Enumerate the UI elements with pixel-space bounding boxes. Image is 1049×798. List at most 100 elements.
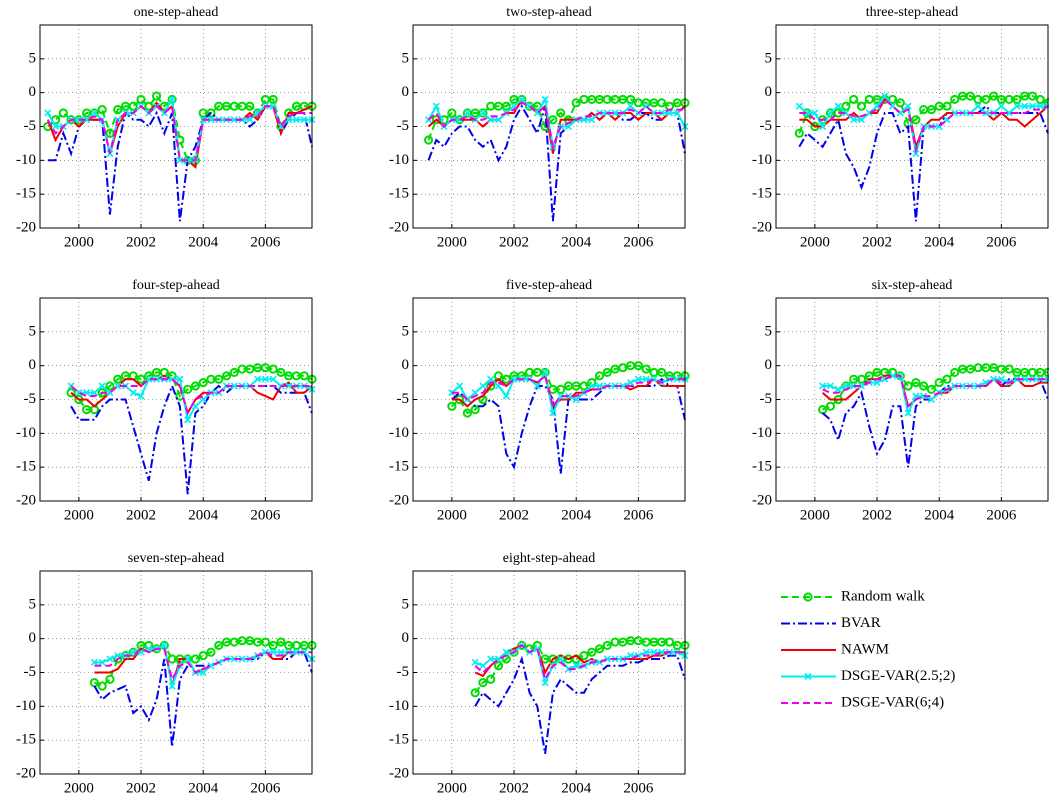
panel: -20 -15 -10 -5 0 5 2000 2002 2004 2006 three-step-… [752,5,1049,250]
y-tick-label: -15 [389,732,409,748]
marker [479,662,487,670]
x-tick-label: 2006 [986,234,1017,250]
marker [981,94,991,105]
series-line [427,104,686,222]
marker [579,650,589,661]
y-tick-label: 0 [402,357,410,373]
marker [641,364,651,374]
marker [541,679,549,687]
marker [594,644,605,654]
marker [1028,102,1037,110]
x-tick-label: 2002 [499,507,529,523]
y-tick-label: 0 [765,84,773,100]
marker [557,655,565,663]
series-line [474,644,686,686]
x-tick-label: 2002 [862,234,892,250]
y-tick-label: 5 [765,323,773,339]
series-line [451,364,685,415]
y-tick-label: -10 [16,152,36,168]
marker [487,655,495,663]
panel: -20 -15 -10 -5 0 5 2000 2002 2004 2006 two-step-ah… [389,5,690,250]
marker [423,135,434,145]
marker [989,91,999,101]
marker [285,116,293,124]
series-line [822,374,1048,409]
marker [904,409,912,417]
marker [269,375,277,383]
y-tick-label: 0 [765,357,773,373]
marker [795,102,803,110]
marker [627,102,635,110]
y-tick-label: -15 [16,732,36,748]
marker [261,375,269,383]
marker [207,662,215,670]
marker [268,94,278,105]
x-tick-label: 2004 [924,234,955,250]
y-tick-label: -15 [752,186,772,202]
y-tick-label: 5 [29,596,37,612]
marker [881,92,889,100]
marker [90,658,98,666]
marker [198,377,208,388]
series-line [451,373,685,409]
x-tick-label: 2000 [800,507,830,523]
y-tick-label: -15 [752,459,772,475]
marker [541,95,549,103]
marker [926,384,937,394]
marker [58,108,68,118]
y-tick-label: 0 [402,84,410,100]
y-tick-label: -5 [760,118,773,134]
series-line [474,654,686,754]
series-line [94,647,312,682]
marker [541,368,549,376]
marker [664,637,675,647]
marker [579,381,589,391]
marker [285,382,293,390]
legend-marker [804,672,812,681]
marker [865,109,873,117]
marker [300,116,308,124]
marker [650,375,658,383]
axes-frame [412,297,686,502]
panel: -20 -15 -10 -5 0 5 2000 2002 2004 2006 five-step-a… [389,278,690,523]
series-line [70,366,313,411]
marker [462,408,472,418]
marker [834,102,842,110]
marker [106,655,114,663]
marker [268,364,278,374]
series-line [94,643,313,687]
panel-title: four-step-ahead [132,278,220,293]
marker [912,150,920,158]
x-tick-label: 2006 [250,234,281,250]
marker [556,108,566,118]
marker [642,648,650,656]
x-tick-label: 2002 [126,234,156,250]
y-tick-label: -10 [752,425,772,441]
x-tick-label: 2004 [188,780,219,796]
y-tick-label: 5 [402,596,410,612]
legend-label: DSGE-VAR(6;4) [841,694,944,710]
marker [486,674,496,684]
marker [594,371,605,381]
marker [1013,102,1021,110]
marker [1035,94,1045,105]
y-tick-label: 5 [402,50,410,66]
marker [903,381,913,391]
marker [214,374,224,384]
marker [113,374,123,384]
marker [856,101,867,111]
marker [136,374,146,384]
series-line [451,373,685,409]
marker [501,101,511,111]
marker [850,116,858,124]
marker [183,384,193,394]
series-line [799,97,1049,155]
marker [934,377,944,388]
y-tick-label: -20 [16,765,36,781]
marker [926,104,937,115]
x-tick-label: 2006 [986,507,1017,523]
marker [819,122,827,131]
marker [857,382,866,390]
marker [572,662,580,670]
series-line [474,644,685,678]
